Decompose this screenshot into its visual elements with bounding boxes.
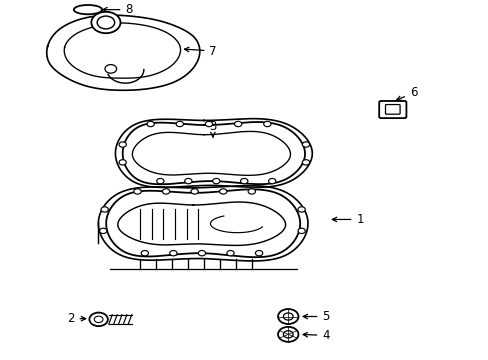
Circle shape <box>162 189 169 194</box>
Circle shape <box>226 251 234 256</box>
Polygon shape <box>98 186 307 261</box>
Circle shape <box>268 179 275 184</box>
Circle shape <box>205 121 212 127</box>
FancyBboxPatch shape <box>378 101 406 118</box>
Circle shape <box>119 142 126 147</box>
Circle shape <box>134 189 141 194</box>
Circle shape <box>176 121 183 127</box>
Circle shape <box>234 121 242 127</box>
Circle shape <box>97 16 115 29</box>
Circle shape <box>157 179 163 184</box>
Circle shape <box>105 64 116 73</box>
Text: 7: 7 <box>184 45 217 58</box>
Text: 8: 8 <box>102 3 132 16</box>
Circle shape <box>302 142 309 147</box>
Circle shape <box>101 207 108 212</box>
Text: 1: 1 <box>332 213 363 226</box>
Circle shape <box>302 160 309 165</box>
Circle shape <box>191 189 198 194</box>
Polygon shape <box>132 131 290 175</box>
Circle shape <box>263 121 270 127</box>
Circle shape <box>141 251 148 256</box>
Polygon shape <box>118 202 285 246</box>
Circle shape <box>147 121 154 127</box>
Circle shape <box>169 251 177 256</box>
Circle shape <box>283 313 292 320</box>
Circle shape <box>100 228 107 234</box>
Text: 6: 6 <box>396 86 416 100</box>
Circle shape <box>91 12 120 33</box>
Circle shape <box>212 179 220 184</box>
Circle shape <box>255 251 262 256</box>
Polygon shape <box>47 15 200 90</box>
Circle shape <box>198 251 205 256</box>
Circle shape <box>278 327 298 342</box>
Circle shape <box>247 189 255 194</box>
Circle shape <box>278 309 298 324</box>
Polygon shape <box>122 122 305 184</box>
Polygon shape <box>64 23 180 78</box>
Circle shape <box>297 228 305 234</box>
FancyBboxPatch shape <box>385 104 399 114</box>
Text: 3: 3 <box>209 120 216 137</box>
Circle shape <box>240 179 247 184</box>
Circle shape <box>119 160 126 165</box>
Polygon shape <box>115 119 312 188</box>
Polygon shape <box>106 189 300 257</box>
Circle shape <box>219 189 226 194</box>
Text: 2: 2 <box>67 312 85 325</box>
Circle shape <box>94 316 103 323</box>
Text: 5: 5 <box>303 310 329 323</box>
Ellipse shape <box>74 5 102 14</box>
Circle shape <box>89 312 108 326</box>
Circle shape <box>297 207 305 212</box>
Text: 4: 4 <box>303 329 329 342</box>
Circle shape <box>184 179 192 184</box>
Circle shape <box>283 331 292 338</box>
